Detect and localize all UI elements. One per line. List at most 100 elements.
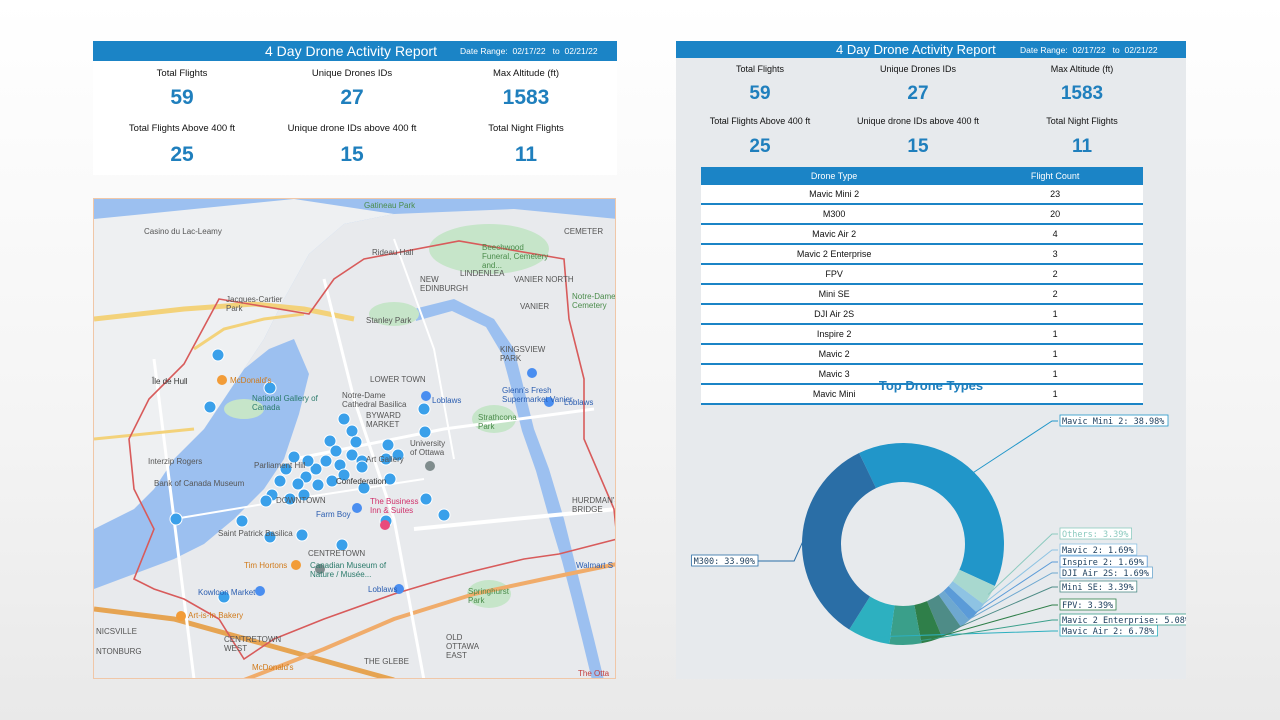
drone-marker	[217, 590, 231, 604]
data-label: Mavic Mini 2: 38.98%	[1062, 417, 1164, 427]
drone-type-cell: DJI Air 2S	[701, 304, 968, 325]
data-label-box	[1059, 527, 1132, 540]
poi-pins	[176, 368, 554, 621]
drone-marker	[325, 474, 339, 488]
drone-type-cell: FPV	[701, 264, 968, 285]
max-altitude-value: 1583	[1060, 83, 1104, 104]
drone-marker	[379, 452, 393, 466]
donut-slice	[948, 581, 984, 613]
night-flights-label: Total Night Flights	[488, 123, 564, 134]
column-header: Flight Count	[967, 167, 1143, 185]
drone-type-cell: Mavic 2	[701, 344, 968, 365]
highway	[94, 606, 395, 678]
map-label: LINDENLEA	[460, 269, 505, 278]
map-label: Beechwood Funeral, Cemetery and...	[482, 243, 549, 270]
data-label: Mini SE: 3.39%	[1062, 583, 1134, 593]
night-flights-value: 11	[1071, 136, 1093, 157]
map-label: THE GLEBE	[364, 657, 409, 666]
poi-pin-icon	[394, 584, 404, 594]
donut-chart: Mavic Mini 2: 38.98% M300: 33.90% Mavic Ai…	[691, 414, 1186, 645]
drone-marker	[355, 460, 369, 474]
highway	[413, 507, 615, 531]
leader-line	[971, 420, 1058, 474]
total-flights-value: 59	[170, 86, 194, 109]
drone-marker	[295, 528, 309, 542]
map-label: Gatineau Park	[364, 201, 416, 210]
drone-type-cell: Mini SE	[701, 284, 968, 305]
gatineau-land	[94, 199, 394, 529]
map-label: Stanley Park	[366, 316, 412, 325]
highway	[243, 562, 615, 678]
unique-ids-value: 27	[340, 86, 364, 109]
drone-marker	[329, 444, 343, 458]
unique-ids-label: Unique Drones IDs	[311, 68, 393, 79]
flight-count-cell: 2	[967, 264, 1143, 285]
flight-count-cell: 4	[967, 224, 1143, 245]
geofence-boundary	[128, 240, 615, 661]
map-label: DOWNTOWN	[276, 496, 326, 505]
map-label: The Business Inn & Suites	[370, 497, 419, 515]
road	[393, 238, 455, 460]
drone-markers[interactable]	[169, 348, 451, 604]
poi-pin-icon	[421, 391, 431, 401]
right-report-panel: 4 Day Drone Activity Report Date Range: …	[676, 41, 1186, 679]
map-label: Loblaws	[368, 585, 398, 594]
unique-above-400-label: Unique drone IDs above 400 ft	[287, 123, 417, 134]
data-label: M300: 33.90%	[694, 557, 755, 567]
data-label-box	[1059, 580, 1138, 593]
map-label: CENTRETOWN	[308, 549, 366, 558]
data-label: Inspire 2: 1.69%	[1062, 558, 1144, 568]
map-label: Notre-Dame Cemetery	[572, 292, 616, 310]
drone-marker	[309, 462, 323, 476]
map-canvas[interactable]	[94, 199, 616, 679]
drone-type-cell: Mavic 2 Enterprise	[701, 244, 968, 265]
unique-above-400-value: 15	[907, 136, 929, 157]
drone-marker	[323, 434, 337, 448]
highway	[94, 301, 355, 322]
flights-above-400-value: 25	[749, 136, 771, 157]
map-label: Rideau Hall	[372, 248, 414, 257]
max-altitude-value: 1583	[502, 86, 550, 109]
flight-count-cell: 1	[967, 344, 1143, 365]
map-label: NTONBURG	[96, 647, 142, 656]
drone-marker	[263, 530, 277, 544]
date-to: 02/21/22	[1124, 44, 1158, 55]
drone-marker	[291, 477, 305, 491]
map-label: Art-is-In Bakery	[188, 611, 244, 620]
drone-marker	[283, 492, 297, 506]
flight-count-cell: 23	[967, 185, 1143, 205]
report-title: 4 Day Drone Activity Report	[265, 43, 437, 59]
drone-marker	[311, 478, 325, 492]
date-to-label: to	[1112, 44, 1120, 55]
map-label: Île de Hull	[152, 377, 188, 386]
map-label: Strathcona Park	[478, 413, 517, 431]
table-row: DJI Air 2S 1	[701, 304, 1143, 325]
donut-slice	[926, 594, 961, 638]
table-row: M300 20	[701, 204, 1143, 225]
report-header: 4 Day Drone Activity Report Date Range: …	[93, 41, 617, 61]
drone-marker	[169, 512, 183, 526]
drone-marker	[349, 435, 363, 449]
drone-marker	[297, 488, 311, 502]
flight-map[interactable]: Casino du Lac-Leamy Jacques-Cartier Park…	[93, 198, 616, 679]
data-label-box	[691, 554, 759, 567]
table-row: Mavic Mini 1	[701, 384, 1143, 405]
map-label: Canadian Museum of Nature / Musée...	[310, 561, 387, 579]
data-label: FPV: 3.39%	[1062, 601, 1113, 611]
road	[322, 278, 426, 678]
park-area	[472, 405, 516, 433]
leader-line	[931, 604, 1058, 640]
map-label: Saint Patrick Basilica	[218, 529, 293, 538]
park-area	[224, 399, 264, 419]
flights-above-400-label: Total Flights Above 400 ft	[128, 123, 236, 134]
poi-pin-icon	[380, 520, 390, 530]
poi-pin-icon	[176, 611, 186, 621]
map-label: VANIER	[520, 302, 550, 311]
drone-marker	[383, 472, 397, 486]
night-flights-value: 11	[514, 143, 538, 166]
drone-marker	[335, 538, 349, 552]
drone-type-cell: Mavic Mini 2	[701, 185, 968, 205]
donut-slice	[849, 596, 895, 645]
donut-slice	[914, 601, 943, 644]
poi-pin-icon	[352, 503, 362, 513]
